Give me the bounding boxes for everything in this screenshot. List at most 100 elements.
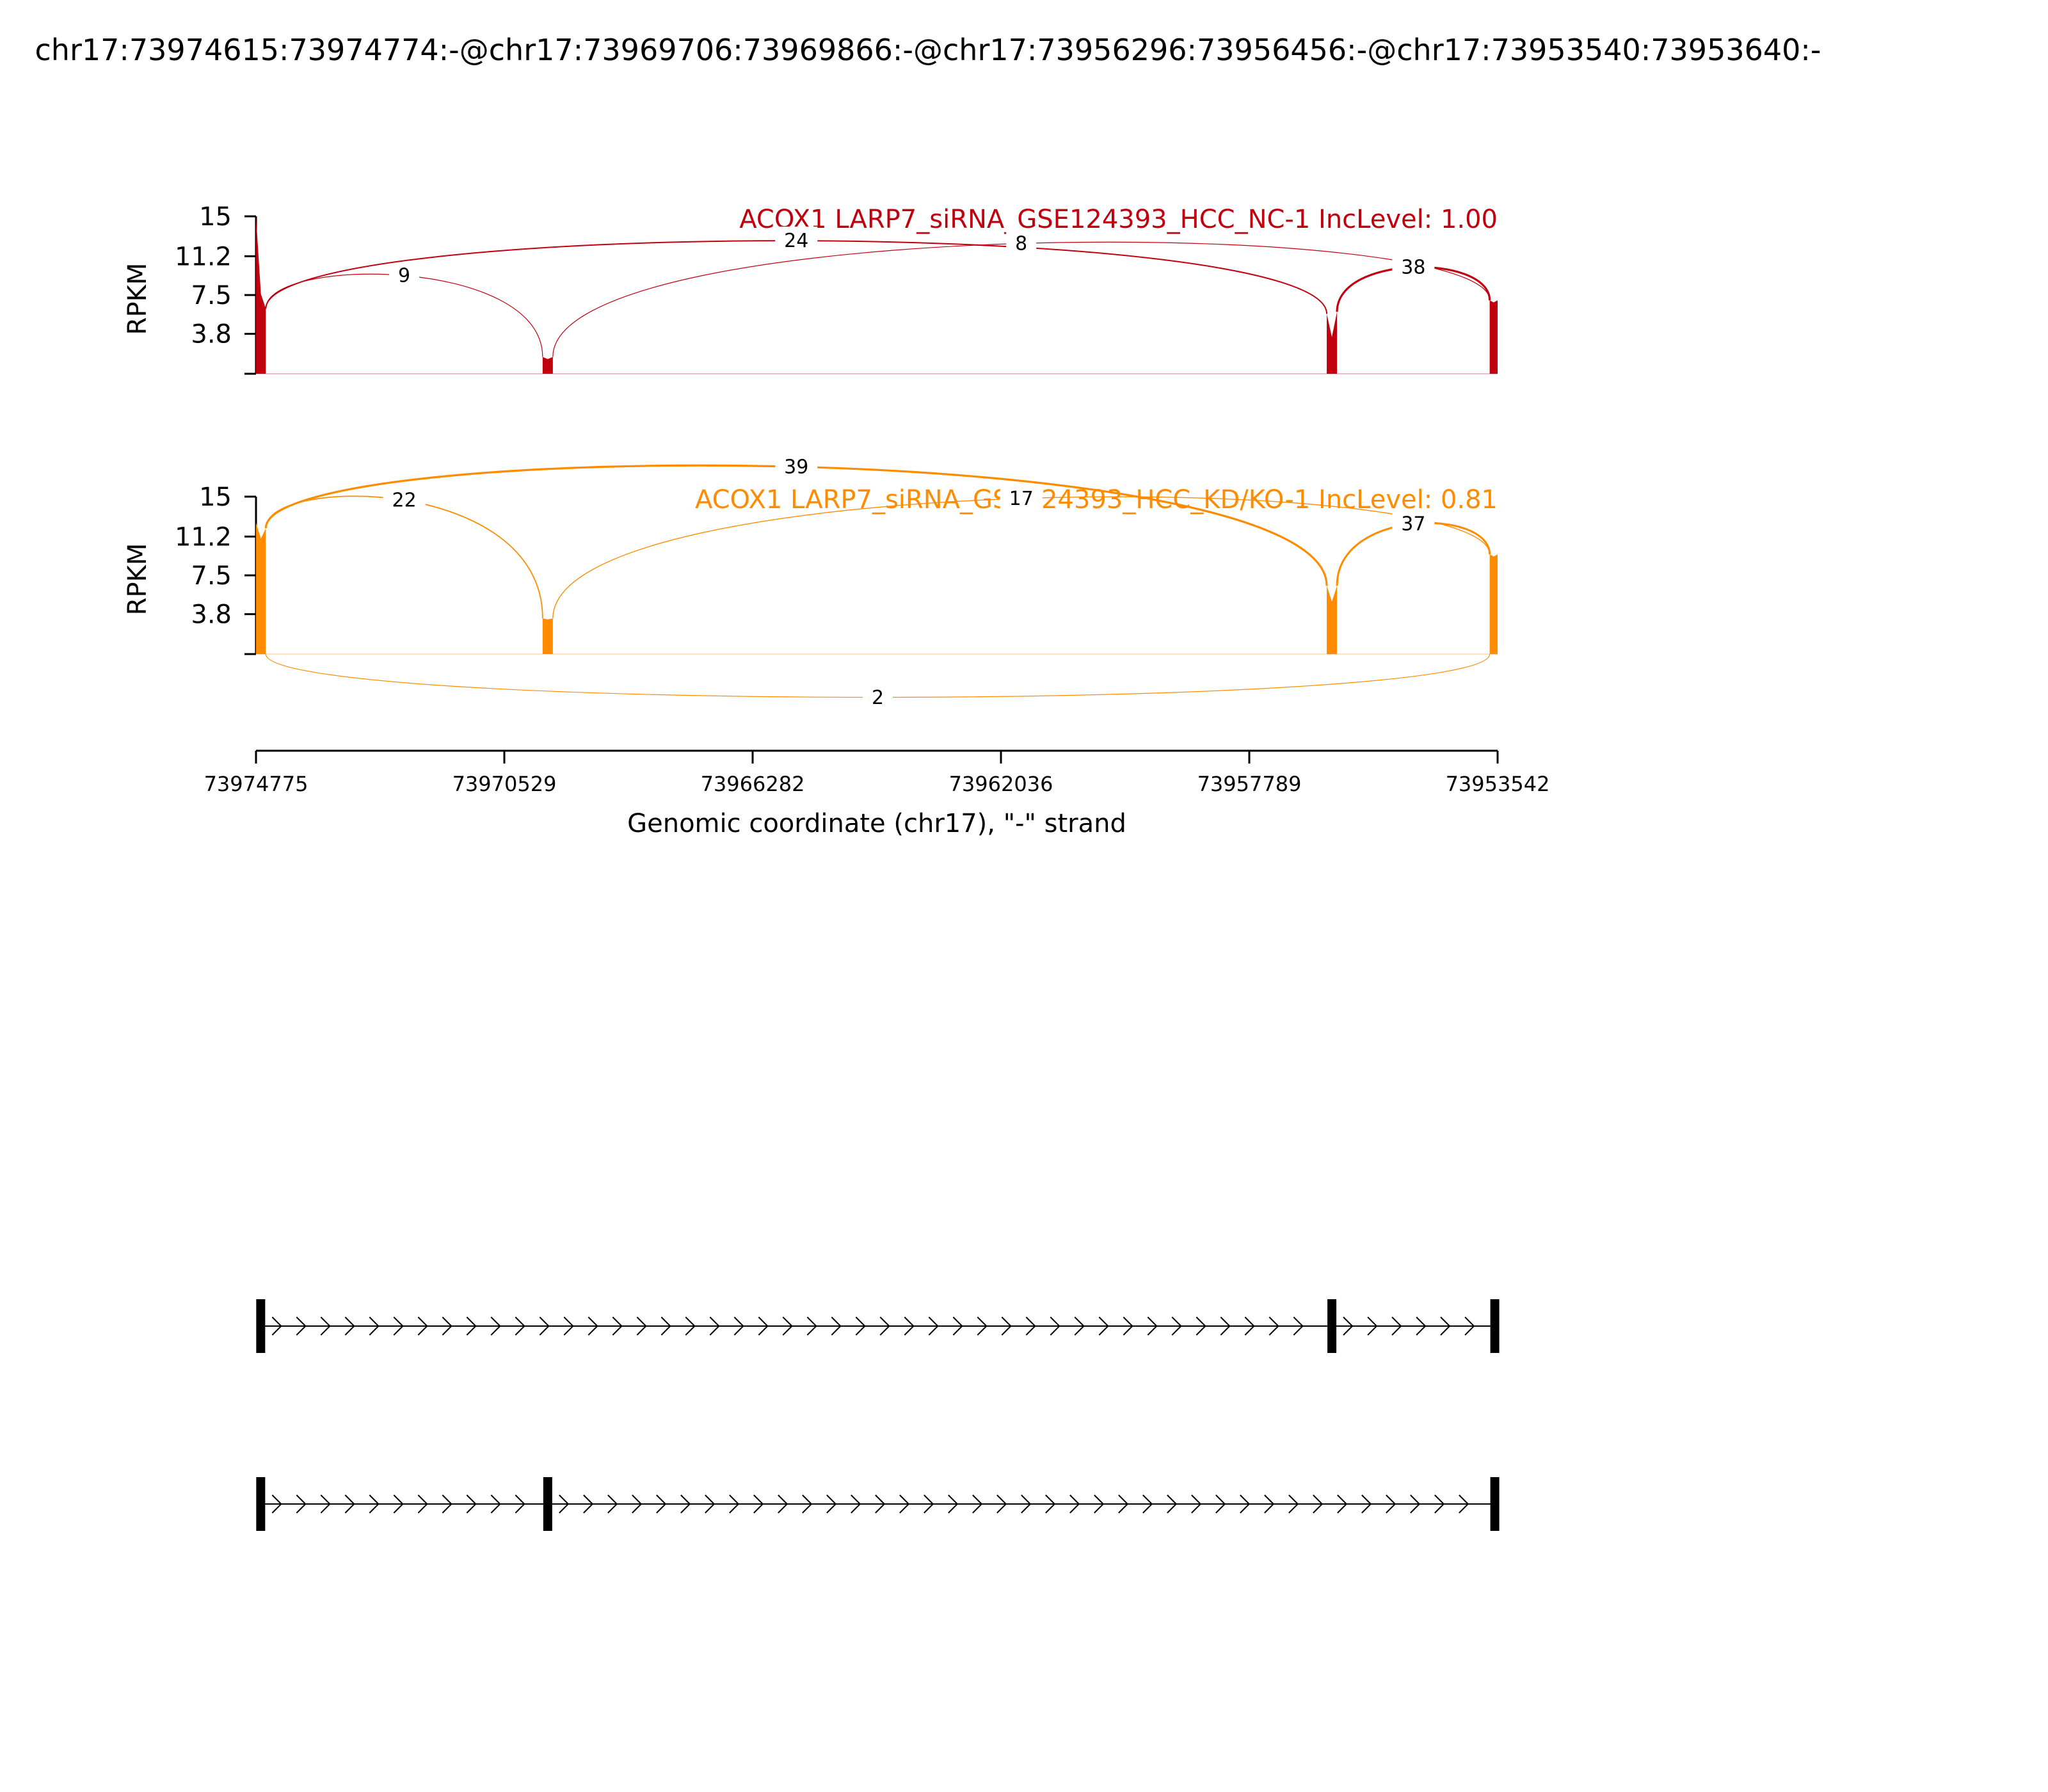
- strand-arrow: [753, 1494, 764, 1514]
- strand-arrow: [1001, 1316, 1012, 1336]
- exon-block: [1490, 1477, 1500, 1531]
- strand-arrow: [369, 1316, 380, 1336]
- exon-block: [256, 1299, 266, 1353]
- strand-arrow: [1196, 1316, 1206, 1336]
- strand-arrow: [393, 1316, 404, 1336]
- strand-arrow: [875, 1494, 886, 1514]
- y-tick-label: 3.8: [191, 600, 232, 630]
- y-tick-label: 3.8: [191, 320, 232, 349]
- strand-arrow: [1391, 1316, 1402, 1336]
- y-axis-label: RPKM: [123, 263, 152, 335]
- panel-1: 15 11.2 7.5 3.8 RPKM ACOX1 LARP7_siRNA_GSE124…: [123, 202, 1498, 375]
- strand-arrow: [466, 1494, 477, 1514]
- strand-arrow: [271, 1494, 282, 1514]
- strand-arrow: [1191, 1494, 1202, 1514]
- junction-label-bg: [775, 452, 818, 479]
- junction-count-label: 38: [1401, 257, 1425, 279]
- junction-arc: [265, 495, 543, 619]
- exon-block: [1327, 1299, 1337, 1353]
- strand-arrow: [879, 1316, 890, 1336]
- strand-arrow: [1025, 1316, 1036, 1336]
- coverage-block: [542, 618, 553, 654]
- y-tick-label: 15: [199, 483, 232, 512]
- strand-arrow: [758, 1316, 769, 1336]
- strand-arrow: [442, 1494, 452, 1514]
- strand-arrow: [1094, 1494, 1105, 1514]
- strand-arrow: [539, 1316, 550, 1336]
- junction-count-label: 22: [392, 490, 416, 512]
- coverage-block: [1327, 312, 1338, 374]
- junction-count-label: 9: [398, 265, 410, 287]
- strand-arrow: [1459, 1494, 1469, 1514]
- strand-arrow: [899, 1494, 910, 1514]
- strand-arrow: [778, 1494, 788, 1514]
- strand-arrow: [1440, 1316, 1451, 1336]
- strand-arrow: [826, 1494, 837, 1514]
- strand-arrow: [996, 1494, 1007, 1514]
- strand-arrow: [466, 1316, 477, 1336]
- strand-arrow: [344, 1494, 355, 1514]
- strand-arrow: [705, 1494, 716, 1514]
- x-tick-label: 73953542: [1446, 772, 1550, 796]
- strand-arrow: [1215, 1494, 1226, 1514]
- x-tick-label: 73966282: [701, 772, 805, 796]
- strand-arrow: [1171, 1316, 1182, 1336]
- strand-arrow: [1288, 1494, 1299, 1514]
- strand-arrow: [1123, 1316, 1133, 1336]
- strand-arrow: [685, 1316, 696, 1336]
- strand-arrow: [1361, 1494, 1372, 1514]
- y-tick-label: 11.2: [175, 522, 232, 552]
- junction-count-label: 8: [1015, 232, 1027, 255]
- y-tick-label: 7.5: [191, 281, 232, 310]
- strand-arrow: [296, 1494, 307, 1514]
- junction-label-bg: [383, 486, 426, 512]
- junction-arc: [552, 241, 1491, 357]
- strand-arrow: [1293, 1316, 1304, 1336]
- strand-arrow: [442, 1316, 452, 1336]
- strand-arrow: [490, 1494, 501, 1514]
- strand-arrow: [855, 1316, 866, 1336]
- strand-arrow: [632, 1494, 643, 1514]
- strand-arrow: [1264, 1494, 1275, 1514]
- strand-arrow: [709, 1316, 720, 1336]
- strand-arrow: [1167, 1494, 1178, 1514]
- strand-arrow: [802, 1494, 813, 1514]
- strand-arrow: [563, 1316, 574, 1336]
- y-axis-label: RPKM: [123, 543, 152, 616]
- strand-arrow: [851, 1494, 861, 1514]
- y-tick-label: 7.5: [191, 561, 232, 591]
- strand-arrow: [1386, 1494, 1396, 1514]
- junction-label-bg: [389, 261, 420, 287]
- y-tick-label: 15: [199, 202, 232, 232]
- junction-count-label: 39: [784, 456, 808, 478]
- strand-arrow: [729, 1494, 740, 1514]
- coverage-block: [1327, 586, 1338, 654]
- junction-arc: [264, 464, 1328, 586]
- junction-label-bg: [775, 227, 818, 253]
- strand-arrow: [515, 1316, 525, 1336]
- strand-arrow: [1050, 1316, 1060, 1336]
- strand-arrow: [344, 1316, 355, 1336]
- strand-arrow: [393, 1494, 404, 1514]
- x-tick-label: 73974775: [204, 772, 308, 796]
- strand-arrow: [559, 1494, 570, 1514]
- coverage-block: [1489, 300, 1498, 374]
- strand-arrow: [1240, 1494, 1251, 1514]
- x-tick-label: 73957789: [1197, 772, 1302, 796]
- strand-arrow: [782, 1316, 793, 1336]
- strand-arrow: [1069, 1494, 1080, 1514]
- junction-label-bg: [1392, 253, 1435, 279]
- strand-arrow: [660, 1316, 671, 1336]
- strand-arrow: [1142, 1494, 1153, 1514]
- junction-label-bg: [1000, 484, 1043, 510]
- exon-block: [1490, 1299, 1500, 1353]
- junction-arc: [552, 496, 1491, 619]
- strand-arrow: [583, 1494, 594, 1514]
- isoform-track-1: [256, 1299, 1500, 1353]
- coverage-block: [256, 216, 266, 374]
- isoform-track-2: [256, 1477, 1500, 1531]
- strand-arrow: [612, 1316, 623, 1336]
- strand-arrow: [904, 1316, 915, 1336]
- strand-arrow: [977, 1316, 988, 1336]
- x-tick-label: 73962036: [949, 772, 1053, 796]
